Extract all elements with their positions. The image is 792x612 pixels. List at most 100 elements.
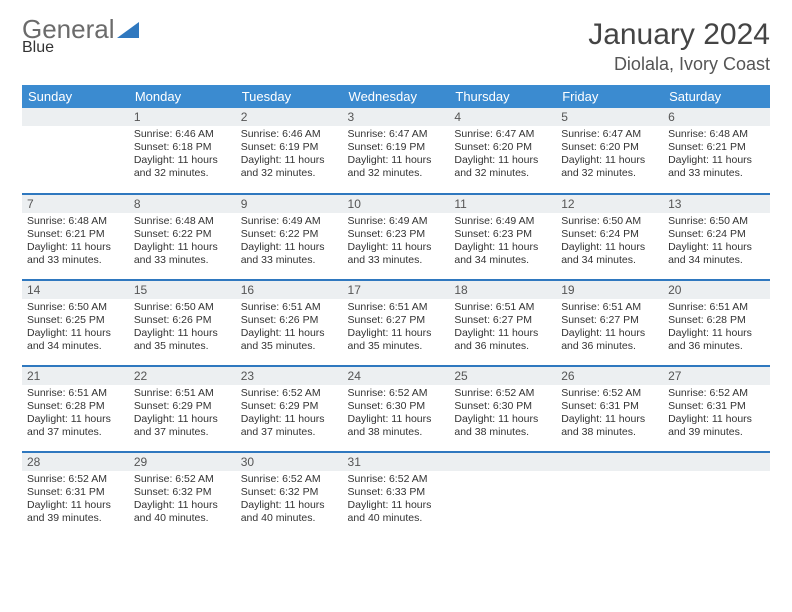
day-number: 22 bbox=[129, 367, 236, 385]
triangle-icon bbox=[117, 18, 139, 41]
sunrise-text: Sunrise: 6:49 AM bbox=[348, 215, 445, 228]
day-number: . bbox=[556, 453, 663, 471]
logo: General Blue bbox=[22, 18, 139, 56]
day-details: Sunrise: 6:52 AMSunset: 6:32 PMDaylight:… bbox=[236, 471, 343, 530]
calendar-cell: 16Sunrise: 6:51 AMSunset: 6:26 PMDayligh… bbox=[236, 280, 343, 366]
day-number: 15 bbox=[129, 281, 236, 299]
sunset-text: Sunset: 6:28 PM bbox=[668, 314, 765, 327]
sunrise-text: Sunrise: 6:47 AM bbox=[348, 128, 445, 141]
sunrise-text: Sunrise: 6:48 AM bbox=[27, 215, 124, 228]
day-details: Sunrise: 6:49 AMSunset: 6:23 PMDaylight:… bbox=[343, 213, 450, 272]
sunset-text: Sunset: 6:26 PM bbox=[241, 314, 338, 327]
sunset-text: Sunset: 6:29 PM bbox=[241, 400, 338, 413]
day-number: 1 bbox=[129, 108, 236, 126]
daylight-text: Daylight: 11 hours and 40 minutes. bbox=[134, 499, 231, 525]
day-number: 26 bbox=[556, 367, 663, 385]
sunrise-text: Sunrise: 6:52 AM bbox=[241, 473, 338, 486]
sunset-text: Sunset: 6:21 PM bbox=[27, 228, 124, 241]
sunset-text: Sunset: 6:30 PM bbox=[348, 400, 445, 413]
day-number: 28 bbox=[22, 453, 129, 471]
calendar-cell: 15Sunrise: 6:50 AMSunset: 6:26 PMDayligh… bbox=[129, 280, 236, 366]
day-details: Sunrise: 6:46 AMSunset: 6:19 PMDaylight:… bbox=[236, 126, 343, 185]
col-monday: Monday bbox=[129, 85, 236, 108]
col-thursday: Thursday bbox=[449, 85, 556, 108]
calendar-cell: 12Sunrise: 6:50 AMSunset: 6:24 PMDayligh… bbox=[556, 194, 663, 280]
sunset-text: Sunset: 6:22 PM bbox=[241, 228, 338, 241]
sunrise-text: Sunrise: 6:52 AM bbox=[348, 387, 445, 400]
day-details: Sunrise: 6:52 AMSunset: 6:29 PMDaylight:… bbox=[236, 385, 343, 444]
sunrise-text: Sunrise: 6:51 AM bbox=[454, 301, 551, 314]
day-details: Sunrise: 6:51 AMSunset: 6:26 PMDaylight:… bbox=[236, 299, 343, 358]
location-subtitle: Diolala, Ivory Coast bbox=[588, 54, 770, 75]
day-details: Sunrise: 6:49 AMSunset: 6:22 PMDaylight:… bbox=[236, 213, 343, 272]
daylight-text: Daylight: 11 hours and 37 minutes. bbox=[134, 413, 231, 439]
day-details: Sunrise: 6:51 AMSunset: 6:27 PMDaylight:… bbox=[556, 299, 663, 358]
sunset-text: Sunset: 6:30 PM bbox=[454, 400, 551, 413]
calendar-cell: 25Sunrise: 6:52 AMSunset: 6:30 PMDayligh… bbox=[449, 366, 556, 452]
daylight-text: Daylight: 11 hours and 32 minutes. bbox=[134, 154, 231, 180]
daylight-text: Daylight: 11 hours and 33 minutes. bbox=[348, 241, 445, 267]
day-details: Sunrise: 6:48 AMSunset: 6:21 PMDaylight:… bbox=[663, 126, 770, 185]
daylight-text: Daylight: 11 hours and 35 minutes. bbox=[241, 327, 338, 353]
sunset-text: Sunset: 6:19 PM bbox=[348, 141, 445, 154]
logo-text-2: Blue bbox=[22, 39, 54, 56]
daylight-text: Daylight: 11 hours and 34 minutes. bbox=[454, 241, 551, 267]
calendar-cell: 26Sunrise: 6:52 AMSunset: 6:31 PMDayligh… bbox=[556, 366, 663, 452]
day-number: 21 bbox=[22, 367, 129, 385]
sunrise-text: Sunrise: 6:52 AM bbox=[454, 387, 551, 400]
calendar-week-row: 14Sunrise: 6:50 AMSunset: 6:25 PMDayligh… bbox=[22, 280, 770, 366]
daylight-text: Daylight: 11 hours and 33 minutes. bbox=[134, 241, 231, 267]
calendar-week-row: 21Sunrise: 6:51 AMSunset: 6:28 PMDayligh… bbox=[22, 366, 770, 452]
sunset-text: Sunset: 6:33 PM bbox=[348, 486, 445, 499]
sunset-text: Sunset: 6:20 PM bbox=[454, 141, 551, 154]
day-number: 7 bbox=[22, 195, 129, 213]
sunrise-text: Sunrise: 6:52 AM bbox=[134, 473, 231, 486]
day-details: Sunrise: 6:51 AMSunset: 6:27 PMDaylight:… bbox=[343, 299, 450, 358]
calendar-cell: 28Sunrise: 6:52 AMSunset: 6:31 PMDayligh… bbox=[22, 452, 129, 538]
day-number: 18 bbox=[449, 281, 556, 299]
day-details: Sunrise: 6:50 AMSunset: 6:25 PMDaylight:… bbox=[22, 299, 129, 358]
sunset-text: Sunset: 6:31 PM bbox=[668, 400, 765, 413]
sunrise-text: Sunrise: 6:47 AM bbox=[561, 128, 658, 141]
day-number: 3 bbox=[343, 108, 450, 126]
sunset-text: Sunset: 6:23 PM bbox=[454, 228, 551, 241]
sunrise-text: Sunrise: 6:49 AM bbox=[454, 215, 551, 228]
calendar-cell: 27Sunrise: 6:52 AMSunset: 6:31 PMDayligh… bbox=[663, 366, 770, 452]
day-number: 29 bbox=[129, 453, 236, 471]
calendar-cell: 6Sunrise: 6:48 AMSunset: 6:21 PMDaylight… bbox=[663, 108, 770, 194]
daylight-text: Daylight: 11 hours and 36 minutes. bbox=[454, 327, 551, 353]
daylight-text: Daylight: 11 hours and 34 minutes. bbox=[668, 241, 765, 267]
calendar-cell: 3 Sunrise: 6:47 AMSunset: 6:19 PMDaylight… bbox=[343, 108, 450, 194]
day-number: . bbox=[663, 453, 770, 471]
daylight-text: Daylight: 11 hours and 36 minutes. bbox=[668, 327, 765, 353]
sunrise-text: Sunrise: 6:46 AM bbox=[241, 128, 338, 141]
calendar-cell: 14Sunrise: 6:50 AMSunset: 6:25 PMDayligh… bbox=[22, 280, 129, 366]
day-details: Sunrise: 6:51 AMSunset: 6:28 PMDaylight:… bbox=[663, 299, 770, 358]
calendar-cell: . bbox=[449, 452, 556, 538]
daylight-text: Daylight: 11 hours and 36 minutes. bbox=[561, 327, 658, 353]
daylight-text: Daylight: 11 hours and 39 minutes. bbox=[668, 413, 765, 439]
sunrise-text: Sunrise: 6:48 AM bbox=[668, 128, 765, 141]
col-friday: Friday bbox=[556, 85, 663, 108]
day-number: 31 bbox=[343, 453, 450, 471]
day-number: 25 bbox=[449, 367, 556, 385]
day-details: Sunrise: 6:51 AMSunset: 6:27 PMDaylight:… bbox=[449, 299, 556, 358]
day-number: 9 bbox=[236, 195, 343, 213]
day-number: 10 bbox=[343, 195, 450, 213]
sunset-text: Sunset: 6:32 PM bbox=[134, 486, 231, 499]
col-tuesday: Tuesday bbox=[236, 85, 343, 108]
calendar-cell: 29 Sunrise: 6:52 AMSunset: 6:32 PMDayligh… bbox=[129, 452, 236, 538]
sunset-text: Sunset: 6:32 PM bbox=[241, 486, 338, 499]
day-number: 13 bbox=[663, 195, 770, 213]
sunset-text: Sunset: 6:19 PM bbox=[241, 141, 338, 154]
sunset-text: Sunset: 6:29 PM bbox=[134, 400, 231, 413]
sunset-text: Sunset: 6:26 PM bbox=[134, 314, 231, 327]
header: General Blue January 2024 Diolala, Ivory… bbox=[22, 18, 770, 75]
daylight-text: Daylight: 11 hours and 32 minutes. bbox=[348, 154, 445, 180]
calendar-cell: 19Sunrise: 6:51 AMSunset: 6:27 PMDayligh… bbox=[556, 280, 663, 366]
day-number: 6 bbox=[663, 108, 770, 126]
day-number: 24 bbox=[343, 367, 450, 385]
calendar-cell: . bbox=[556, 452, 663, 538]
daylight-text: Daylight: 11 hours and 35 minutes. bbox=[134, 327, 231, 353]
daylight-text: Daylight: 11 hours and 32 minutes. bbox=[561, 154, 658, 180]
